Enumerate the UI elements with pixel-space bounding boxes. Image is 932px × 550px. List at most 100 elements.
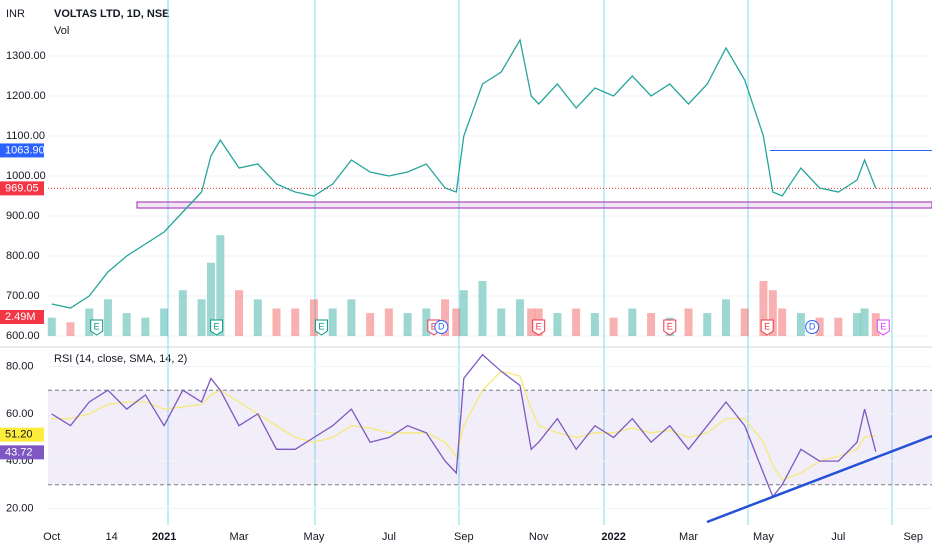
volume-bar: [384, 308, 393, 336]
x-tick-label: Nov: [529, 531, 549, 543]
volume-bar: [441, 299, 450, 336]
event-badge: E: [532, 319, 546, 336]
y-tick-label: 900.00: [6, 210, 40, 222]
volume-bar: [478, 281, 487, 336]
volume-bar: [216, 235, 225, 336]
event-shape: [434, 320, 449, 334]
volume-bar: [235, 290, 244, 336]
event-shape: [532, 319, 546, 336]
volume-bar: [47, 317, 56, 336]
price-label-box: [0, 181, 44, 196]
event-shape: [314, 319, 328, 336]
event-shape: [90, 319, 104, 336]
x-tick-label: Sep: [903, 531, 923, 543]
volume-bar: [141, 317, 150, 336]
rsi-label-box: [0, 427, 44, 442]
volume-title: Vol: [54, 25, 69, 37]
volume-label: 2.49M: [5, 311, 36, 323]
rsi-label-box: [0, 445, 44, 460]
x-tick-label: Mar: [679, 531, 698, 543]
x-tick-label: May: [753, 531, 774, 543]
event-shape: [663, 319, 677, 336]
volume-bar: [85, 308, 94, 336]
volume-bar: [759, 281, 768, 336]
price-label: 969.05: [5, 182, 39, 194]
support-zone: [136, 201, 932, 209]
volume-bar: [703, 313, 712, 336]
event-label: E: [318, 321, 324, 331]
x-tick-label: 14: [106, 531, 118, 543]
volume-bar: [178, 290, 187, 336]
volume-bar: [459, 290, 468, 336]
x-tick-label: Jul: [831, 531, 845, 543]
volume-bar: [253, 299, 262, 336]
rsi-sma-line: [51, 370, 876, 481]
volume-bar: [628, 308, 637, 336]
event-label: E: [667, 321, 673, 331]
rsi-line: [51, 353, 877, 498]
x-tick-label: Mar: [230, 531, 249, 543]
event-label: E: [214, 321, 220, 331]
event-badge: D: [434, 320, 449, 334]
y-tick-label: 1000.00: [6, 170, 46, 182]
volume-label-box: [0, 310, 44, 324]
volume-bar: [740, 308, 749, 336]
event-shape: [210, 319, 224, 336]
volume-bar: [66, 322, 75, 336]
volume-bar: [647, 313, 656, 336]
volume-bar: [328, 308, 337, 336]
volume-bar: [871, 313, 880, 336]
volume-bar: [206, 262, 215, 336]
volume-bar: [422, 308, 431, 336]
volume-bar: [834, 317, 843, 336]
x-tick-label: May: [304, 531, 325, 543]
volume-bar: [815, 317, 824, 336]
currency: INR: [6, 8, 25, 20]
rsi-tick-label: 60.00: [6, 408, 34, 420]
volume-bar: [860, 308, 869, 336]
event-badge: E: [876, 319, 890, 336]
chart-title: VOLTAS LTD, 1D, NSE: [54, 8, 170, 20]
volume-bar: [497, 308, 506, 336]
y-tick-label: 800.00: [6, 250, 40, 262]
x-tick-label: 2021: [152, 531, 176, 543]
rsi-label: 51.20: [5, 429, 33, 441]
volume-bar: [122, 313, 131, 336]
volume-bar: [103, 299, 112, 336]
rsi-band: [48, 390, 932, 485]
rsi-title: RSI (14, close, SMA, 14, 2): [54, 353, 187, 365]
volume-bar: [403, 313, 412, 336]
volume-bar: [527, 308, 536, 336]
y-tick-label: 600.00: [6, 330, 40, 342]
volume-bar: [309, 299, 318, 336]
price-label: 1063.90: [5, 144, 45, 156]
rsi-label: 43.72: [5, 446, 33, 458]
volume-bar: [853, 313, 862, 336]
volume-bar: [515, 299, 524, 336]
event-badge: E: [663, 319, 677, 336]
event-badge: E: [210, 319, 224, 336]
y-tick-label: 1300.00: [6, 50, 46, 62]
price-label-box: [0, 143, 44, 158]
event-badge: E: [760, 319, 774, 336]
rsi-tick-label: 80.00: [6, 360, 34, 372]
event-badge: E: [90, 319, 104, 336]
price-line: [51, 38, 877, 309]
volume-bar: [452, 308, 461, 336]
event-badge: D: [805, 320, 820, 334]
rsi-tick-label: 20.00: [6, 502, 34, 514]
event-label: E: [536, 321, 542, 331]
volume-bar: [778, 308, 787, 336]
volume-bar: [291, 308, 300, 336]
event-shape: [760, 319, 774, 336]
y-tick-label: 700.00: [6, 290, 40, 302]
x-tick-label: Oct: [43, 531, 60, 543]
volume-bar: [553, 313, 562, 336]
volume-bar: [347, 299, 356, 336]
event-label: E: [431, 321, 437, 331]
event-badge: E: [314, 319, 328, 336]
event-label: E: [880, 321, 886, 331]
event-label: E: [764, 321, 770, 331]
